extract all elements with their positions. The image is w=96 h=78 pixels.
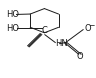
- Text: C: C: [41, 26, 47, 35]
- Text: HN: HN: [55, 39, 68, 48]
- Text: HO: HO: [6, 24, 19, 33]
- Text: HO: HO: [6, 10, 19, 19]
- Text: O: O: [77, 52, 83, 61]
- Text: −: −: [88, 21, 95, 30]
- Text: O: O: [85, 24, 91, 33]
